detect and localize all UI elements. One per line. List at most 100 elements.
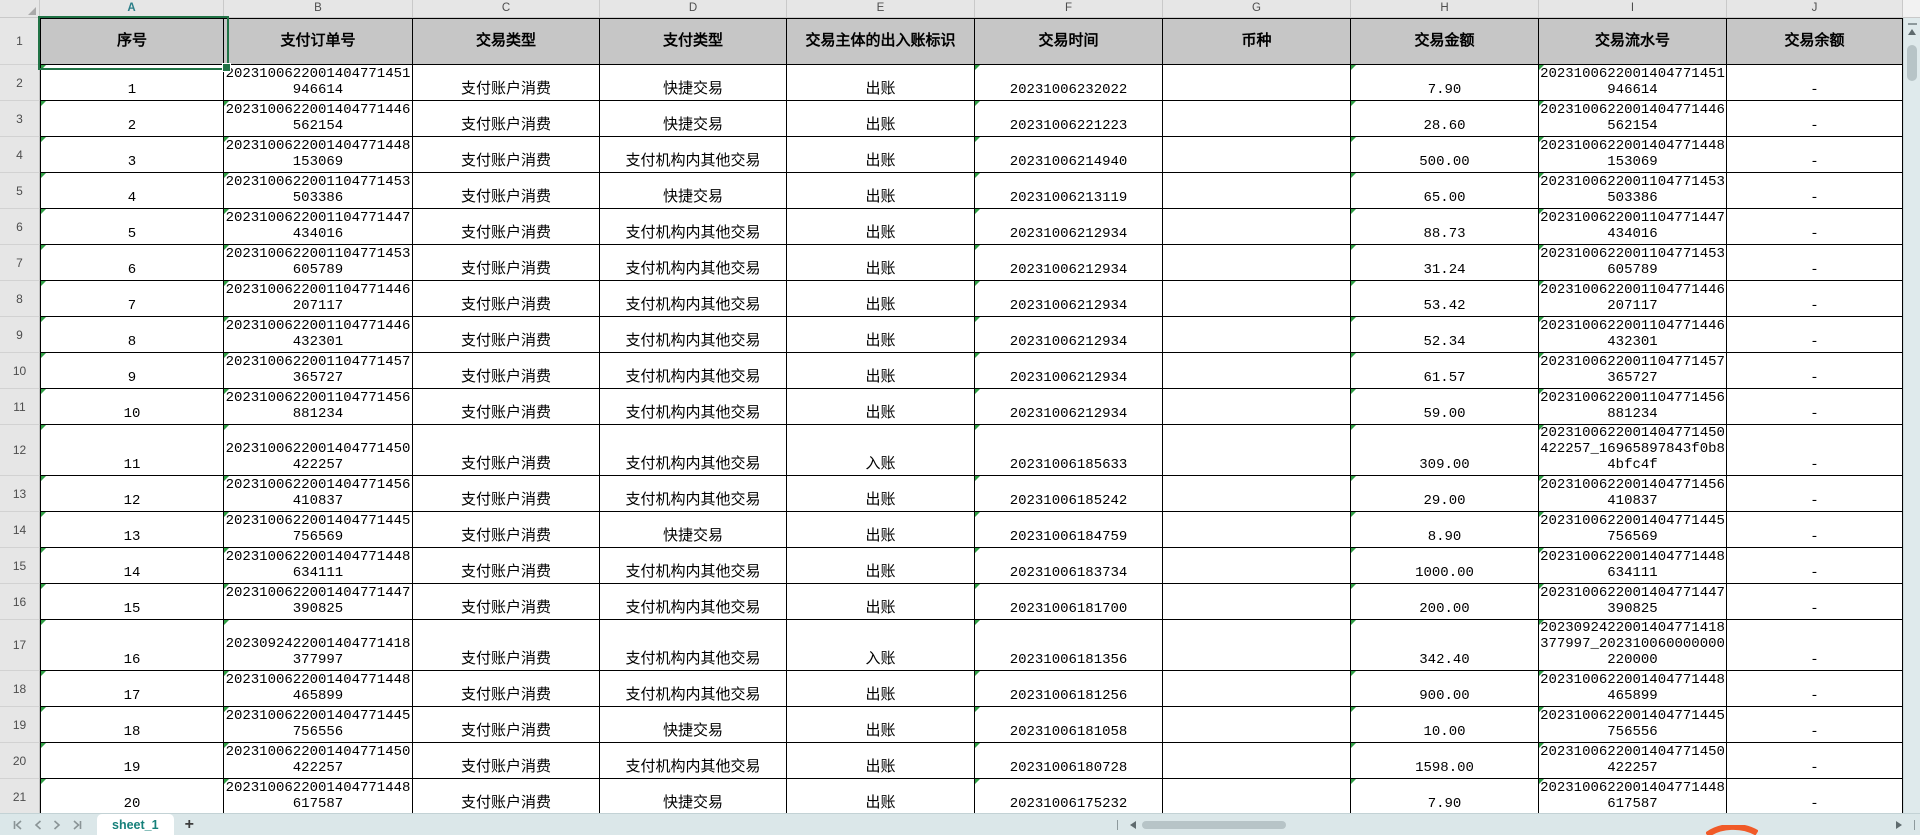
cell-I21[interactable]: 2023100622001404771448617587 [1539, 779, 1727, 815]
cell-I10[interactable]: 2023100622001104771457365727 [1539, 353, 1727, 389]
cell-D15[interactable]: 支付机构内其他交易 [600, 548, 787, 584]
cell-A11[interactable]: 10 [40, 389, 224, 425]
row-number-11[interactable]: 11 [0, 389, 40, 425]
cell-D17[interactable]: 支付机构内其他交易 [600, 620, 787, 671]
row-number-7[interactable]: 7 [0, 245, 40, 281]
cell-I16[interactable]: 2023100622001404771447390825 [1539, 584, 1727, 620]
cell-E13[interactable]: 出账 [787, 476, 975, 512]
cell-E15[interactable]: 出账 [787, 548, 975, 584]
cell-A14[interactable]: 13 [40, 512, 224, 548]
cell-A2[interactable]: 1 [40, 65, 224, 101]
cell-C12[interactable]: 支付账户消费 [413, 425, 600, 476]
cell-B19[interactable]: 2023100622001404771445756556 [224, 707, 413, 743]
cell-E4[interactable]: 出账 [787, 137, 975, 173]
cell-J9[interactable]: - [1727, 317, 1903, 353]
cell-J2[interactable]: - [1727, 65, 1903, 101]
cell-I14[interactable]: 2023100622001404771445756569 [1539, 512, 1727, 548]
cell-H10[interactable]: 61.57 [1351, 353, 1539, 389]
cell-A16[interactable]: 15 [40, 584, 224, 620]
cell-F3[interactable]: 20231006221223 [975, 101, 1163, 137]
cell-J15[interactable]: - [1727, 548, 1903, 584]
cell-E6[interactable]: 出账 [787, 209, 975, 245]
cell-C14[interactable]: 支付账户消费 [413, 512, 600, 548]
row-number-17[interactable]: 17 [0, 620, 40, 671]
cell-G9[interactable] [1163, 317, 1351, 353]
cell-J4[interactable]: - [1727, 137, 1903, 173]
row-number-9[interactable]: 9 [0, 317, 40, 353]
cell-B15[interactable]: 2023100622001404771448634111 [224, 548, 413, 584]
cell-H3[interactable]: 28.60 [1351, 101, 1539, 137]
cell-I1[interactable]: 交易流水号 [1539, 18, 1727, 65]
cell-B5[interactable]: 2023100622001104771453503386 [224, 173, 413, 209]
cell-J1[interactable]: 交易余额 [1727, 18, 1903, 65]
cell-C16[interactable]: 支付账户消费 [413, 584, 600, 620]
cell-C4[interactable]: 支付账户消费 [413, 137, 600, 173]
cell-B8[interactable]: 2023100622001104771446207117 [224, 281, 413, 317]
cell-A9[interactable]: 8 [40, 317, 224, 353]
cell-H9[interactable]: 52.34 [1351, 317, 1539, 353]
cell-C6[interactable]: 支付账户消费 [413, 209, 600, 245]
cell-I7[interactable]: 2023100622001104771453605789 [1539, 245, 1727, 281]
row-number-2[interactable]: 2 [0, 65, 40, 101]
cell-H19[interactable]: 10.00 [1351, 707, 1539, 743]
prev-sheet-button[interactable] [33, 819, 43, 831]
column-header-I[interactable]: I [1539, 0, 1727, 18]
cell-J6[interactable]: - [1727, 209, 1903, 245]
cell-D20[interactable]: 支付机构内其他交易 [600, 743, 787, 779]
cell-B3[interactable]: 2023100622001404771446562154 [224, 101, 413, 137]
cell-F5[interactable]: 20231006213119 [975, 173, 1163, 209]
cell-C15[interactable]: 支付账户消费 [413, 548, 600, 584]
cell-A3[interactable]: 2 [40, 101, 224, 137]
cell-G13[interactable] [1163, 476, 1351, 512]
row-number-4[interactable]: 4 [0, 137, 40, 173]
cell-C7[interactable]: 支付账户消费 [413, 245, 600, 281]
cell-G12[interactable] [1163, 425, 1351, 476]
cell-G21[interactable] [1163, 779, 1351, 815]
cell-G5[interactable] [1163, 173, 1351, 209]
cell-B14[interactable]: 2023100622001404771445756569 [224, 512, 413, 548]
cell-H13[interactable]: 29.00 [1351, 476, 1539, 512]
cell-B9[interactable]: 2023100622001104771446432301 [224, 317, 413, 353]
cell-A13[interactable]: 12 [40, 476, 224, 512]
cell-G7[interactable] [1163, 245, 1351, 281]
row-number-18[interactable]: 18 [0, 671, 40, 707]
cell-J19[interactable]: - [1727, 707, 1903, 743]
cell-I2[interactable]: 2023100622001404771451946614 [1539, 65, 1727, 101]
cell-F14[interactable]: 20231006184759 [975, 512, 1163, 548]
fill-handle[interactable] [222, 63, 231, 72]
row-number-10[interactable]: 10 [0, 353, 40, 389]
cell-I18[interactable]: 2023100622001404771448465899 [1539, 671, 1727, 707]
cell-B6[interactable]: 2023100622001104771447434016 [224, 209, 413, 245]
column-header-F[interactable]: F [975, 0, 1163, 18]
cell-B18[interactable]: 2023100622001404771448465899 [224, 671, 413, 707]
cell-C21[interactable]: 支付账户消费 [413, 779, 600, 815]
cell-F19[interactable]: 20231006181058 [975, 707, 1163, 743]
cell-D7[interactable]: 支付机构内其他交易 [600, 245, 787, 281]
cell-D12[interactable]: 支付机构内其他交易 [600, 425, 787, 476]
cell-A19[interactable]: 18 [40, 707, 224, 743]
vertical-scrollbar[interactable] [1903, 18, 1920, 813]
cell-H14[interactable]: 8.90 [1351, 512, 1539, 548]
cell-G3[interactable] [1163, 101, 1351, 137]
cell-J13[interactable]: - [1727, 476, 1903, 512]
cell-E11[interactable]: 出账 [787, 389, 975, 425]
cell-F18[interactable]: 20231006181256 [975, 671, 1163, 707]
cell-E9[interactable]: 出账 [787, 317, 975, 353]
cell-F8[interactable]: 20231006212934 [975, 281, 1163, 317]
cell-C20[interactable]: 支付账户消费 [413, 743, 600, 779]
cell-H6[interactable]: 88.73 [1351, 209, 1539, 245]
cell-E20[interactable]: 出账 [787, 743, 975, 779]
cell-H12[interactable]: 309.00 [1351, 425, 1539, 476]
cell-A10[interactable]: 9 [40, 353, 224, 389]
cell-H20[interactable]: 1598.00 [1351, 743, 1539, 779]
cell-F10[interactable]: 20231006212934 [975, 353, 1163, 389]
cell-B11[interactable]: 2023100622001104771456881234 [224, 389, 413, 425]
row-number-21[interactable]: 21 [0, 779, 40, 815]
cell-E7[interactable]: 出账 [787, 245, 975, 281]
cell-J12[interactable]: - [1727, 425, 1903, 476]
cell-B1[interactable]: 支付订单号 [224, 18, 413, 65]
cell-E2[interactable]: 出账 [787, 65, 975, 101]
row-number-12[interactable]: 12 [0, 425, 40, 476]
cell-D3[interactable]: 快捷交易 [600, 101, 787, 137]
cell-F15[interactable]: 20231006183734 [975, 548, 1163, 584]
